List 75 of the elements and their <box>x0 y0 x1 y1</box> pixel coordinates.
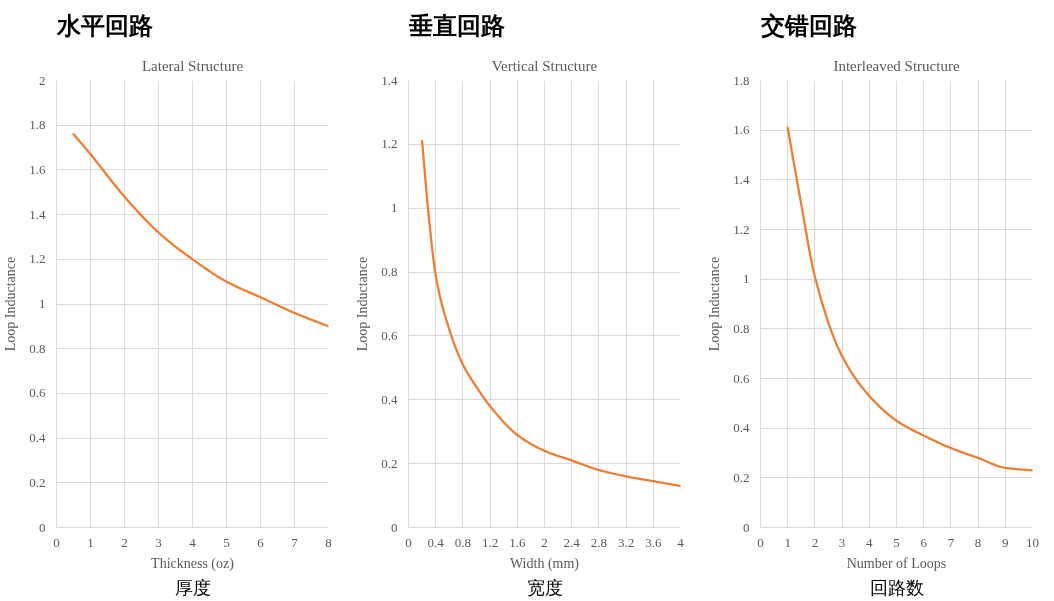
y-tick-label: 0.2 <box>381 455 398 471</box>
y-tick-label: 0.6 <box>733 370 750 386</box>
x-tick-label: 0 <box>53 534 60 550</box>
y-tick-label: 1.2 <box>29 251 46 267</box>
y-tick-label: 0 <box>391 519 398 535</box>
text: 回路数 <box>869 576 924 598</box>
x-tick-label: 9 <box>1002 534 1009 550</box>
x-tick-label: 2 <box>121 534 128 550</box>
y-tick-label: 2 <box>39 72 46 88</box>
x-tick-label: 10 <box>1026 534 1039 550</box>
y-tick-label: 1 <box>39 296 46 311</box>
y-tick-label: 0.4 <box>29 430 46 446</box>
chart-title: 交错回路 <box>759 11 857 40</box>
x-tick-label: 3 <box>838 534 846 550</box>
x-tick-label: 3.2 <box>617 534 635 550</box>
y-tick-label: 0.6 <box>29 385 46 401</box>
x-tick-label: 6 <box>920 534 928 550</box>
x-axis-title: Number of Loops <box>846 555 947 571</box>
x-tick-label: 0.8 <box>454 534 472 550</box>
chart-subtitle: Vertical Structure <box>491 57 598 74</box>
y-tick-label: 0.2 <box>29 474 46 490</box>
y-tick-label: 1.4 <box>381 72 398 88</box>
y-tick-label: 1.8 <box>733 72 750 88</box>
y-axis-title: Loop Inductance <box>707 256 723 352</box>
y-tick-label: 0.8 <box>733 320 750 336</box>
x-tick-label: 2.8 <box>590 534 608 550</box>
y-tick-label: 1.4 <box>733 171 750 187</box>
x-tick-label: 5 <box>223 534 230 550</box>
y-tick-label: 0 <box>39 519 46 535</box>
y-tick-label: 1.6 <box>29 161 46 177</box>
y-tick-label: 0.4 <box>381 391 398 407</box>
y-axis-title: Loop Inductance <box>355 256 371 352</box>
chart-title: 水平回路 <box>55 11 153 40</box>
x-tick-label: 2.4 <box>563 534 581 550</box>
x-tick-label: 5 <box>893 534 900 550</box>
x-tick-label: 3 <box>155 534 162 550</box>
x-tick-label: 2 <box>541 534 548 550</box>
x-axis-title: Width (mm) <box>509 555 580 572</box>
chart-subtitle: Lateral Structure <box>141 57 244 74</box>
x-tick-label: 4 <box>677 534 685 550</box>
x-tick-label: 2 <box>811 534 819 550</box>
y-tick-label: 1.8 <box>29 117 46 133</box>
x-tick-label: 4 <box>189 534 197 550</box>
y-tick-label: 1.2 <box>733 221 750 237</box>
y-tick-label: 0.4 <box>733 420 750 436</box>
y-tick-label: 1.4 <box>29 206 46 222</box>
x-tick-label: 1.6 <box>509 534 526 550</box>
y-tick-label: 1.2 <box>381 136 398 152</box>
x-tick-label: 3.6 <box>645 534 662 550</box>
x-tick-label: 6 <box>257 534 265 550</box>
x-tick-label: 0 <box>405 534 412 550</box>
chart-title: 垂直回路 <box>407 11 505 40</box>
x-tick-label: 1 <box>87 534 94 550</box>
y-tick-label: 1 <box>391 200 398 216</box>
x-tick-label: 7 <box>947 534 955 550</box>
x-tick-label: 8 <box>325 534 332 550</box>
y-tick-label: 0.8 <box>381 264 398 280</box>
x-tick-label: 0.4 <box>427 534 445 550</box>
y-tick-label: 0 <box>743 519 750 535</box>
text: 宽度 <box>526 576 563 598</box>
y-axis-title: Loop Inductance <box>3 256 19 352</box>
y-tick-label: 1.6 <box>733 122 750 138</box>
x-tick-label: 1 <box>784 534 791 550</box>
y-tick-label: 0.2 <box>733 469 750 485</box>
y-tick-label: 0.6 <box>381 327 398 343</box>
y-tick-label: 1 <box>743 271 750 287</box>
x-axis-title: Thickness (oz) <box>151 555 235 572</box>
chart-subtitle: Interleaved Structure <box>833 57 960 74</box>
x-tick-label: 4 <box>866 534 874 550</box>
y-tick-label: 0.8 <box>29 340 46 356</box>
x-tick-label: 1.2 <box>481 534 499 550</box>
x-tick-label: 0 <box>757 534 764 550</box>
text: 厚度 <box>174 576 211 598</box>
x-tick-label: 8 <box>974 534 982 550</box>
x-tick-label: 7 <box>291 534 299 550</box>
